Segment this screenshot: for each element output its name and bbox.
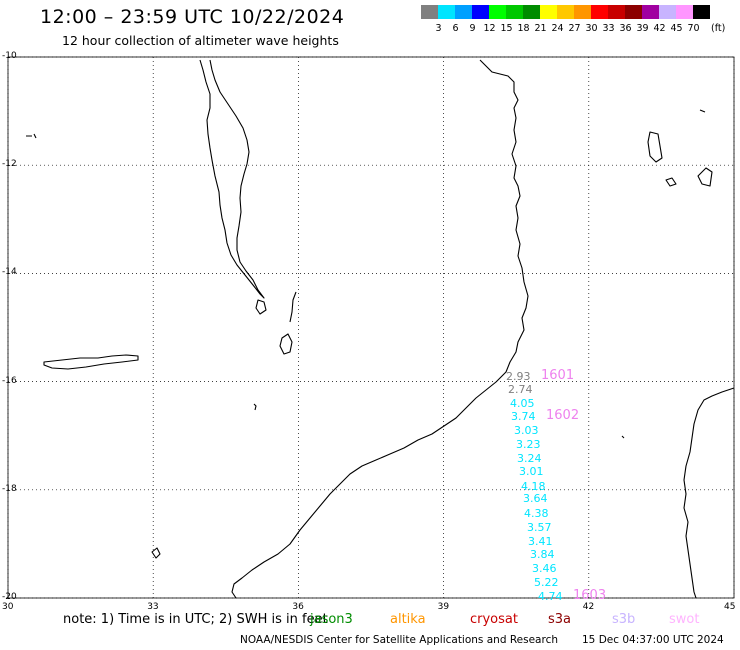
- legend-swatch: [693, 5, 710, 19]
- legend-label: 42: [653, 23, 666, 34]
- wave-height-value: 2.93: [506, 370, 531, 383]
- satellite-name: swot: [669, 612, 700, 627]
- legend-label: 18: [517, 23, 530, 34]
- satellite-name: cryosat: [470, 612, 518, 627]
- wave-height-value: 4.74: [538, 590, 563, 603]
- pass-number-label: 1603: [573, 588, 607, 603]
- map-grid: [7, 56, 735, 599]
- legend-swatch: [625, 5, 642, 19]
- wave-height-value: 4.38: [524, 507, 549, 520]
- lat-label: -10: [2, 51, 17, 61]
- footer-note: note: 1) Time is in UTC; 2) SWH is in fe…: [63, 612, 328, 627]
- legend-label: 24: [551, 23, 564, 34]
- wave-height-value: 4.05: [510, 397, 535, 410]
- lake-chilwa-outline: [279, 333, 293, 355]
- coastline: [26, 59, 735, 599]
- lon-label: 39: [437, 602, 450, 612]
- wave-height-value: 3.01: [519, 465, 544, 478]
- lake-island: [255, 299, 267, 315]
- wave-height-value: 3.74: [511, 410, 536, 423]
- island-grande-comore: [647, 131, 663, 163]
- legend-swatch: [642, 5, 659, 19]
- legend-label: 3: [435, 23, 442, 34]
- legend-label: 30: [585, 23, 598, 34]
- legend-label: 27: [568, 23, 581, 34]
- footer-credit: NOAA/NESDIS Center for Satellite Applica…: [240, 634, 558, 646]
- map-frame: [7, 56, 735, 599]
- wave-height-value: 3.46: [532, 562, 557, 575]
- legend-swatch: [608, 5, 625, 19]
- wave-height-value: 3.57: [527, 521, 552, 534]
- legend-swatch: [523, 5, 540, 19]
- legend-swatch: [557, 5, 574, 19]
- satellite-name: s3a: [548, 612, 572, 627]
- island-small-north: [699, 109, 706, 113]
- wave-height-value: 4.18: [521, 480, 546, 493]
- legend-label: 9: [469, 23, 476, 34]
- pass-number-label: 1602: [546, 408, 580, 423]
- legend-swatch: [659, 5, 676, 19]
- legend-unit: (ft): [711, 23, 726, 34]
- wave-height-value: 3.24: [517, 452, 542, 465]
- lat-label: -16: [2, 375, 17, 386]
- lat-label: -14: [2, 267, 17, 278]
- page-subtitle: 12 hour collection of altimeter wave hei…: [62, 33, 339, 48]
- page-title: 12:00 – 23:59 UTC 10/22/2024: [40, 6, 345, 28]
- legend-swatch: [421, 5, 438, 19]
- legend-label: 39: [636, 23, 649, 34]
- wave-height-value: 2.74: [508, 383, 533, 396]
- lake-malawi-outline: [199, 59, 265, 299]
- pass-number-label: 1601: [541, 368, 575, 383]
- wave-height-value: 3.84: [530, 548, 555, 561]
- legend-label: 36: [619, 23, 632, 34]
- legend-label: 70: [687, 23, 700, 34]
- legend-swatch: [591, 5, 608, 19]
- legend-label: 45: [670, 23, 683, 34]
- mozambique-coastline: [231, 59, 529, 599]
- legend-label: 21: [534, 23, 547, 34]
- lon-label: 33: [147, 602, 159, 612]
- legend-swatch: [506, 5, 523, 19]
- lon-label: 42: [582, 602, 595, 612]
- lon-label: 45: [724, 602, 736, 612]
- wave-height-value: 3.41: [528, 535, 553, 548]
- legend-swatch: [438, 5, 455, 19]
- legend-swatch: [489, 5, 506, 19]
- footer-timestamp: 15 Dec 04:37:00 UTC 2024: [582, 634, 724, 646]
- lat-label: -12: [2, 159, 17, 170]
- lake-small-west: [26, 133, 37, 139]
- legend-swatch: [472, 5, 489, 19]
- lat-label: -18: [2, 483, 17, 494]
- legend-swatch: [676, 5, 693, 19]
- wave-height-value: 5.22: [534, 576, 559, 589]
- satellite-name: altika: [390, 612, 426, 627]
- island-east: [621, 435, 625, 439]
- legend-label: 12: [483, 23, 496, 34]
- legend-swatch: [574, 5, 591, 19]
- wave-height-value: 3.03: [514, 424, 539, 437]
- madagascar-coastline: [683, 387, 735, 599]
- lat-label: -20: [2, 592, 17, 602]
- dam-marker: [253, 403, 257, 411]
- island-moheli: [665, 177, 677, 187]
- legend-label: 6: [452, 23, 459, 34]
- legend-label: 33: [602, 23, 615, 34]
- lake-kariba-outline: [43, 354, 139, 370]
- wave-height-value: 3.64: [523, 492, 548, 505]
- lon-label: 36: [292, 602, 304, 612]
- satellite-name: jason3: [310, 612, 353, 627]
- legend-swatch: [540, 5, 557, 19]
- lon-label: 30: [2, 602, 14, 612]
- wave-height-value: 3.23: [516, 438, 541, 451]
- legend-swatch: [455, 5, 472, 19]
- small-lake: [151, 547, 161, 559]
- island-anjouan: [697, 167, 713, 187]
- satellite-name: s3b: [612, 612, 636, 627]
- legend-label: 15: [500, 23, 513, 34]
- shire-river: [289, 291, 297, 323]
